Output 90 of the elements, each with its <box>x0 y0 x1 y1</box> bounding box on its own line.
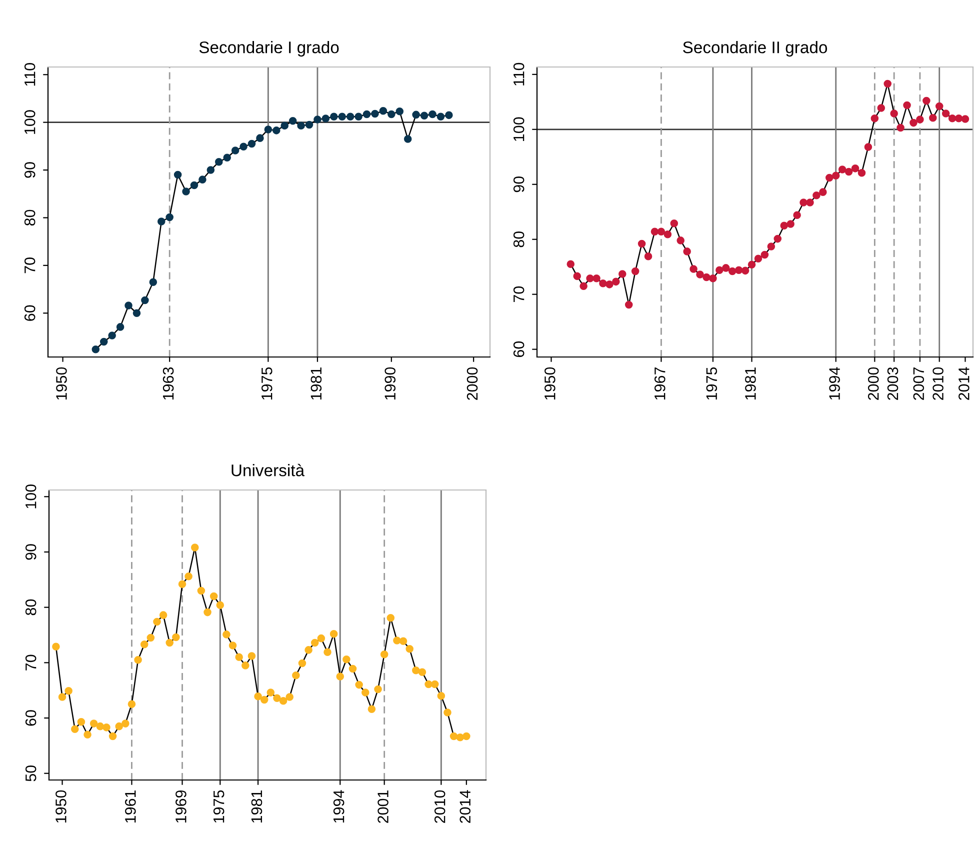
point <box>346 112 354 120</box>
chart-title: Secondarie I grado <box>199 41 339 57</box>
y-tick-label: 90 <box>25 544 36 560</box>
point <box>149 278 158 286</box>
point <box>248 140 256 148</box>
y-tick-label: 70 <box>25 654 36 670</box>
x-tick-label: 1994 <box>829 367 840 400</box>
y-tick-label: 90 <box>513 176 524 192</box>
y-tick-label: 50 <box>25 765 36 782</box>
point <box>428 110 436 118</box>
point <box>132 309 141 318</box>
point <box>174 170 182 179</box>
x-tick-label: 1981 <box>310 367 322 400</box>
y-tick-label: 70 <box>513 286 524 302</box>
point <box>256 134 264 142</box>
point <box>396 107 404 116</box>
x-tick-label: 1963 <box>162 367 174 400</box>
x-tick-label: 1990 <box>384 367 396 400</box>
x-tick-label: 1975 <box>706 367 718 400</box>
point <box>108 332 116 340</box>
point <box>305 120 314 129</box>
x-tick-label: 1975 <box>213 790 224 823</box>
x-tick-label: 2007 <box>913 367 924 400</box>
point <box>157 218 166 226</box>
point <box>100 338 108 346</box>
point <box>166 213 174 222</box>
point <box>288 117 297 125</box>
point <box>338 112 346 120</box>
y-tick-label: 100 <box>513 117 524 141</box>
y-tick-label: 90 <box>24 162 36 178</box>
x-tick-label: 2001 <box>378 790 388 823</box>
point <box>198 176 206 184</box>
x-tick-label: 1950 <box>56 367 67 400</box>
x-tick-label: 1950 <box>56 790 66 823</box>
y-tick-label: 60 <box>513 341 524 358</box>
x-tick-label: 1950 <box>544 367 556 400</box>
y-tick-label: 80 <box>513 231 524 248</box>
y-tick-label: 110 <box>24 63 36 86</box>
point <box>330 112 338 120</box>
point <box>182 188 190 196</box>
point <box>445 111 453 120</box>
x-tick-label: 1975 <box>261 367 272 400</box>
point <box>206 166 215 174</box>
x-tick-label: 1981 <box>251 790 262 823</box>
point <box>314 116 322 124</box>
point <box>92 345 100 354</box>
point <box>379 106 388 115</box>
point <box>280 122 288 130</box>
point <box>436 112 445 120</box>
x-tick-label: 2014 <box>460 790 471 823</box>
y-tick-label: 70 <box>24 258 36 274</box>
y-tick-label: 100 <box>24 110 36 134</box>
point <box>362 110 371 118</box>
y-tick-label: 60 <box>25 710 36 726</box>
point <box>264 126 272 134</box>
point <box>223 154 231 162</box>
x-tick-label: 1969 <box>176 790 186 823</box>
x-tick-label: 2000 <box>868 367 879 400</box>
point <box>297 122 305 130</box>
chart-title: Secondarie II grado <box>683 41 828 57</box>
point <box>412 110 420 119</box>
point <box>240 142 248 151</box>
x-tick-label: 2003 <box>887 367 898 400</box>
point <box>354 112 362 120</box>
x-tick-label: 1961 <box>125 790 136 823</box>
point <box>124 302 132 310</box>
x-tick-label: 2014 <box>958 367 970 400</box>
point <box>116 323 124 331</box>
point <box>141 296 149 304</box>
point <box>322 114 330 122</box>
x-tick-label: 2000 <box>466 367 478 400</box>
point <box>190 181 198 190</box>
y-tick-label: 80 <box>25 599 36 616</box>
x-tick-label: 2010 <box>932 367 944 400</box>
y-tick-label: 100 <box>25 484 36 508</box>
point <box>388 110 396 118</box>
y-tick-label: 60 <box>24 305 36 321</box>
y-tick-label: 110 <box>513 62 524 86</box>
point <box>420 112 428 120</box>
point <box>214 158 223 166</box>
x-tick-label: 1994 <box>333 790 344 823</box>
x-tick-label: 2010 <box>434 790 446 823</box>
point <box>404 135 412 143</box>
point <box>272 126 280 134</box>
chart-title: Università <box>232 464 305 476</box>
point <box>371 110 379 118</box>
y-tick-label: 80 <box>24 210 36 226</box>
x-tick-label: 1981 <box>745 367 756 400</box>
x-tick-label: 1967 <box>654 367 666 400</box>
point <box>231 146 240 154</box>
